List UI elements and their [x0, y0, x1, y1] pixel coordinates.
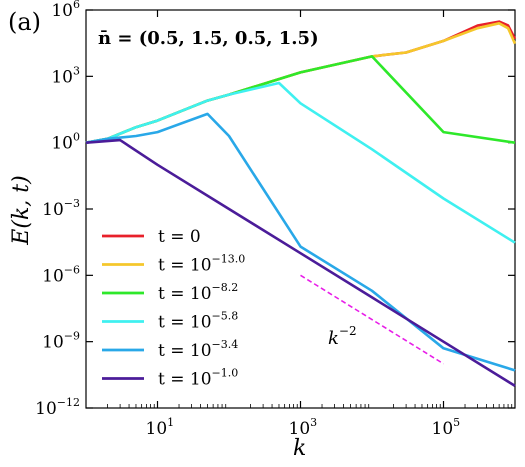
y-tick-exponent: −6: [64, 263, 80, 276]
series-line: [85, 81, 516, 244]
x-tick-exponent: 3: [310, 416, 317, 429]
y-tick-base: 10: [51, 1, 73, 21]
legend-entry-label: t = 10−8.2: [158, 281, 238, 304]
y-tick-exponent: 6: [73, 0, 80, 11]
legend-entry-label: t = 10−5.8: [158, 310, 238, 333]
series-line: [85, 138, 516, 388]
y-tick-label: 100: [51, 131, 80, 154]
legend-entry-label: t = 10−1.0: [158, 367, 238, 390]
y-tick-base: 10: [42, 333, 64, 353]
y-tick-base: 10: [35, 399, 57, 419]
series-line: [85, 112, 516, 372]
series-line: [85, 55, 516, 144]
x-tick-base: 10: [289, 419, 311, 439]
y-tick-base: 10: [42, 200, 64, 220]
series-lines: [85, 20, 517, 388]
legend-entry-label: t = 0: [158, 227, 201, 247]
x-tick-exponent: 5: [453, 416, 460, 429]
y-tick-base: 10: [42, 266, 64, 286]
legend-entry-label: t = 10−3.4: [158, 338, 238, 361]
y-tick-base: 10: [51, 67, 73, 87]
y-tick-label: 106: [51, 0, 80, 21]
legend: t = 0 t = 10−13.0 t = 10−8.2 t = 10−5.8 t = …: [102, 227, 245, 390]
x-tick-label: 105: [432, 416, 461, 439]
x-tick-exponent: 1: [167, 416, 174, 429]
parameter-annotation: n̄ = (0.5, 1.5, 0.5, 1.5): [98, 28, 319, 49]
y-tick-exponent: 3: [73, 64, 80, 77]
y-tick-exponent: −9: [64, 330, 80, 343]
x-tick-base: 10: [146, 419, 168, 439]
legend-entry-label: t = 10−13.0: [158, 253, 245, 276]
y-tick-base: 10: [51, 134, 73, 154]
y-tick-label: 10−3: [42, 197, 80, 220]
panel-label: (a): [8, 8, 41, 36]
y-tick-exponent: −12: [57, 396, 80, 409]
y-tick-exponent: −3: [64, 197, 80, 210]
x-tick-label: 103: [289, 416, 318, 439]
x-tick-label: 101: [146, 416, 175, 439]
reference-slope-label: k−2: [328, 324, 357, 349]
reference-slope: k−2: [300, 274, 444, 365]
y-axis-label: E(k, t): [9, 175, 34, 245]
y-tick-exponent: 0: [73, 131, 80, 144]
x-tick-base: 10: [432, 419, 454, 439]
y-tick-label: 10−6: [42, 263, 80, 286]
x-axis-label: k: [293, 436, 306, 461]
y-tick-label: 103: [51, 64, 80, 87]
y-tick-label: 10−9: [42, 330, 80, 353]
reference-slope-line: [300, 274, 444, 365]
plot-frame: [85, 9, 516, 409]
y-tick-label: 10−12: [35, 396, 80, 419]
